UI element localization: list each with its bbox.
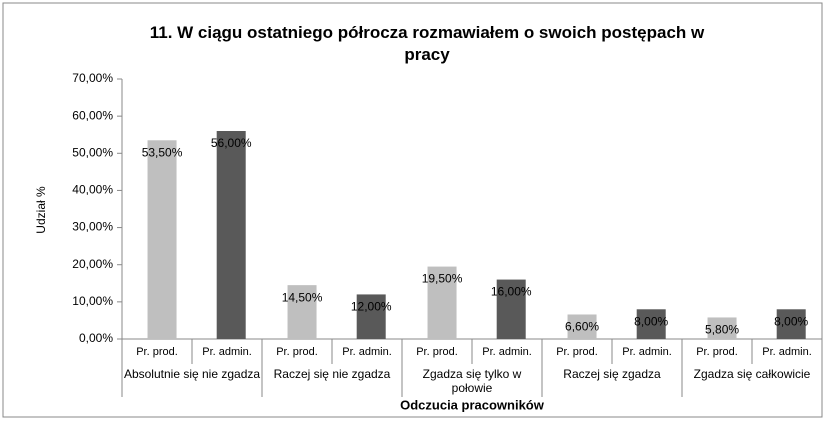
category-label: Raczej się nie zgadza <box>273 367 391 381</box>
bar <box>216 131 246 339</box>
bar <box>776 309 806 339</box>
x-axis-title: Odczucia pracowników <box>400 397 545 412</box>
data-label: 8,00% <box>634 314 668 328</box>
category-label: Absolutnie się nie zgadza <box>123 367 261 381</box>
series-label: Pr. prod. <box>696 346 738 358</box>
chart-title: 11. W ciągu ostatniego półrocza rozmawia… <box>149 23 705 64</box>
data-label: 16,00% <box>491 285 532 299</box>
data-label: 19,50% <box>422 272 463 286</box>
series-label: Pr. admin. <box>342 346 392 358</box>
bar <box>636 309 666 339</box>
bar <box>567 314 597 339</box>
y-tick-label: 20,00% <box>72 257 113 271</box>
data-label: 5,80% <box>705 323 739 337</box>
y-tick-label: 30,00% <box>72 220 113 234</box>
series-label: Pr. admin. <box>202 346 252 358</box>
bar <box>707 317 737 339</box>
y-tick-label: 10,00% <box>72 294 113 308</box>
bar <box>147 140 177 339</box>
series-label: Pr. prod. <box>416 346 458 358</box>
frame <box>2 2 823 418</box>
y-axis-title: Udział % <box>34 186 48 234</box>
data-label: 14,50% <box>282 290 323 304</box>
category-label: Raczej się zgadza <box>563 367 661 381</box>
y-tick-label: 50,00% <box>72 145 113 159</box>
series-label: Pr. prod. <box>556 346 598 358</box>
data-label: 12,00% <box>351 300 392 314</box>
series-label: Pr. admin. <box>762 346 812 358</box>
bar <box>427 266 457 339</box>
data-label: 6,60% <box>565 320 599 334</box>
y-tick-label: 60,00% <box>72 108 113 122</box>
series-label: Pr. prod. <box>136 346 178 358</box>
bar <box>287 285 317 339</box>
y-tick-label: 40,00% <box>72 183 113 197</box>
category-label: Zgadza się tylko w połowie <box>422 367 522 395</box>
bar <box>356 294 386 339</box>
data-label: 8,00% <box>774 314 808 328</box>
series-label: Pr. admin. <box>622 346 672 358</box>
data-label: 56,00% <box>211 136 252 150</box>
data-label: 53,50% <box>142 145 183 159</box>
category-label: Zgadza się całkowicie <box>693 367 811 381</box>
series-label: Pr. admin. <box>482 346 532 358</box>
y-tick-label: 0,00% <box>79 331 113 345</box>
y-tick-label: 70,00% <box>72 71 113 85</box>
bar <box>496 279 526 339</box>
series-label: Pr. prod. <box>276 346 318 358</box>
